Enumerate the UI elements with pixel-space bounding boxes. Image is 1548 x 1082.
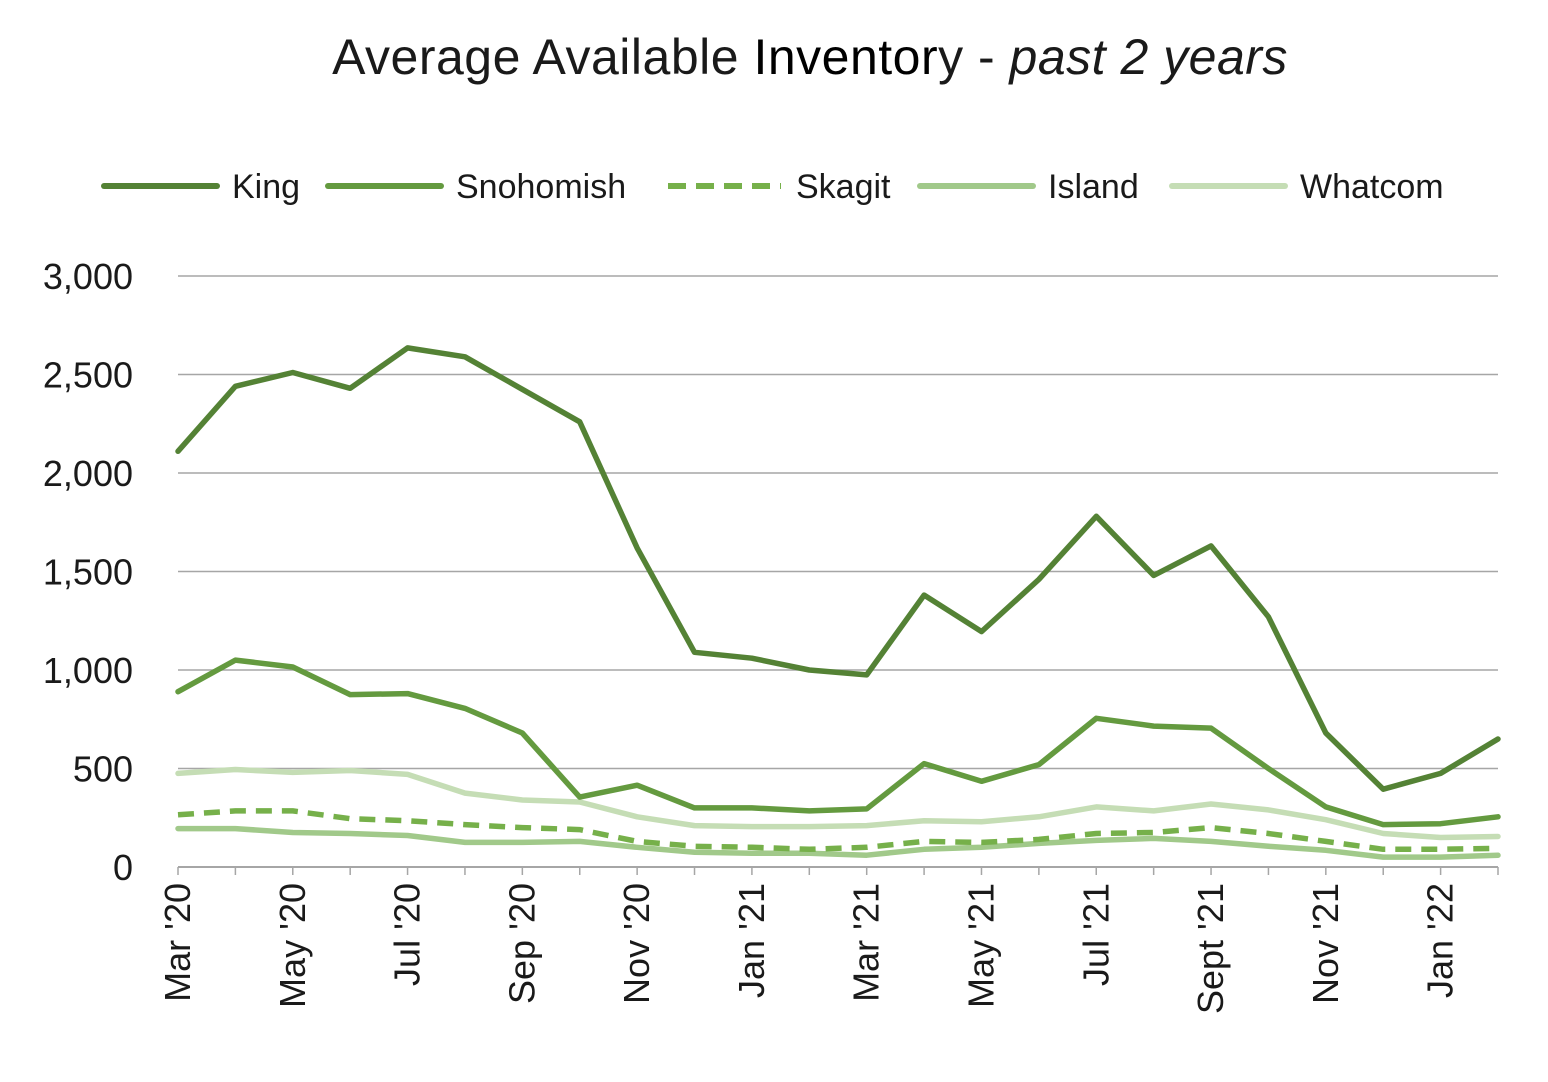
legend-item-king: King: [101, 168, 300, 206]
x-tick-label: Jan '22: [1420, 883, 1461, 998]
x-tick-label: May '20: [272, 883, 313, 1008]
y-tick-label: 1,000: [43, 650, 133, 691]
x-tick-label: Mar '21: [846, 883, 887, 1002]
gridlines: [178, 275, 1498, 868]
title-part-1: Average Available: [332, 29, 754, 85]
x-tick-label: May '21: [960, 883, 1001, 1008]
legend-label: Whatcom: [1300, 168, 1444, 206]
legend-item-snohomish: Snohomish: [325, 168, 626, 206]
y-axis: 0 500 1,000 1,500 2,000 2,500 3,000: [43, 256, 133, 888]
series-lines: [175, 345, 1501, 860]
x-tick-label: Nov '20: [616, 883, 657, 1004]
series-line-king: [175, 345, 1501, 792]
legend-label: Snohomish: [456, 168, 626, 206]
x-axis: Mar '20 May '20 Jul '20 Sep '20 Nov '20 Jan '…: [157, 867, 1499, 1014]
series-line-skagit: [177, 808, 1499, 853]
y-tick-label: 0: [113, 847, 133, 888]
y-tick-label: 3,000: [43, 256, 133, 297]
x-tick-label: Jul '21: [1075, 883, 1116, 986]
legend-label: Skagit: [796, 168, 891, 206]
x-tick-label: Sep '20: [501, 883, 542, 1004]
title-part-3: y -: [938, 29, 1010, 85]
title-part-4: past 2 years: [1009, 29, 1288, 85]
y-tick-label: 500: [73, 749, 133, 790]
y-tick-label: 2,000: [43, 453, 133, 494]
legend-item-island: Island: [917, 168, 1139, 206]
series-line-snohomish: [175, 657, 1501, 828]
x-tick-label: Sept '21: [1190, 883, 1231, 1014]
chart-legend: King Snohomish Skagit Island Whatcom: [101, 168, 1444, 206]
x-tick-label: Jul '20: [387, 883, 428, 986]
y-tick-label: 2,500: [43, 355, 133, 396]
legend-item-whatcom: Whatcom: [1169, 168, 1444, 206]
series-line-whatcom: [175, 766, 1501, 841]
legend-item-skagit: Skagit: [668, 168, 891, 206]
x-tick-label: Nov '21: [1305, 883, 1346, 1004]
series-line-island: [175, 825, 1501, 860]
y-tick-label: 1,500: [43, 552, 133, 593]
title-part-2: Inventor: [753, 29, 939, 85]
x-tick-label: Jan '21: [731, 883, 772, 998]
legend-label: Island: [1048, 168, 1139, 206]
chart-title: Average Available Inventory - past 2 yea…: [0, 28, 1548, 86]
x-tick-label: Mar '20: [157, 883, 198, 1002]
legend-label: King: [232, 168, 300, 206]
